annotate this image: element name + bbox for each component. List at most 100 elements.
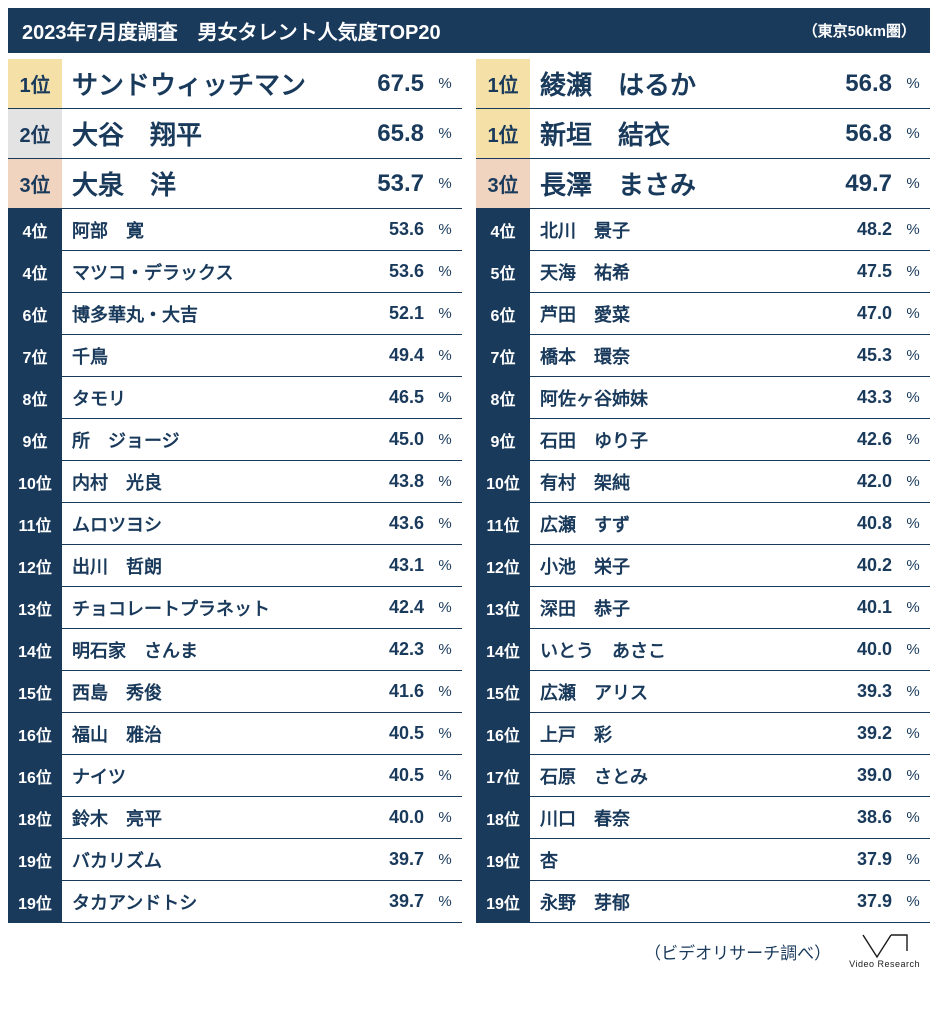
name-cell: 大谷 翔平 [62, 109, 356, 158]
rank-cell: 4位 [8, 209, 62, 250]
name-cell: 博多華丸・大吉 [62, 293, 356, 334]
name-cell: 出川 哲朗 [62, 545, 356, 586]
logo-text: Video Research [849, 959, 920, 969]
unit-cell: % [896, 251, 930, 292]
ranking-row: 8位阿佐ヶ谷姉妹43.3% [476, 377, 930, 419]
rank-cell: 16位 [8, 713, 62, 754]
rank-cell: 18位 [8, 797, 62, 838]
ranking-row: 3位大泉 洋53.7% [8, 159, 462, 209]
score-cell: 40.0 [356, 797, 428, 838]
score-cell: 40.8 [824, 503, 896, 544]
score-cell: 52.1 [356, 293, 428, 334]
ranking-row: 1位綾瀬 はるか56.8% [476, 59, 930, 109]
ranking-columns: 1位サンドウィッチマン67.5%2位大谷 翔平65.8%3位大泉 洋53.7%4… [8, 59, 930, 923]
unit-cell: % [428, 503, 462, 544]
ranking-row: 9位所 ジョージ45.0% [8, 419, 462, 461]
logo-icon [859, 933, 911, 959]
name-cell: 天海 祐希 [530, 251, 824, 292]
name-cell: 大泉 洋 [62, 159, 356, 208]
rank-cell: 9位 [476, 419, 530, 460]
score-cell: 49.4 [356, 335, 428, 376]
unit-cell: % [896, 713, 930, 754]
score-cell: 56.8 [824, 59, 896, 108]
rank-cell: 10位 [8, 461, 62, 502]
ranking-row: 14位明石家 さんま42.3% [8, 629, 462, 671]
score-cell: 43.3 [824, 377, 896, 418]
unit-cell: % [896, 587, 930, 628]
unit-cell: % [428, 671, 462, 712]
rank-cell: 6位 [476, 293, 530, 334]
name-cell: バカリズム [62, 839, 356, 880]
name-cell: 有村 架純 [530, 461, 824, 502]
name-cell: 小池 栄子 [530, 545, 824, 586]
score-cell: 40.1 [824, 587, 896, 628]
rank-cell: 13位 [476, 587, 530, 628]
rank-cell: 13位 [8, 587, 62, 628]
ranking-row: 6位芦田 愛菜47.0% [476, 293, 930, 335]
score-cell: 39.0 [824, 755, 896, 796]
name-cell: 長澤 まさみ [530, 159, 824, 208]
ranking-row: 1位新垣 結衣56.8% [476, 109, 930, 159]
name-cell: 所 ジョージ [62, 419, 356, 460]
unit-cell: % [896, 335, 930, 376]
ranking-row: 7位千鳥49.4% [8, 335, 462, 377]
unit-cell: % [896, 629, 930, 670]
unit-cell: % [428, 377, 462, 418]
unit-cell: % [896, 881, 930, 922]
ranking-row: 16位ナイツ40.5% [8, 755, 462, 797]
name-cell: 阿部 寛 [62, 209, 356, 250]
score-cell: 65.8 [356, 109, 428, 158]
unit-cell: % [428, 839, 462, 880]
ranking-row: 4位マツコ・デラックス53.6% [8, 251, 462, 293]
score-cell: 67.5 [356, 59, 428, 108]
score-cell: 37.9 [824, 881, 896, 922]
name-cell: いとう あさこ [530, 629, 824, 670]
score-cell: 43.8 [356, 461, 428, 502]
unit-cell: % [896, 671, 930, 712]
score-cell: 38.6 [824, 797, 896, 838]
score-cell: 45.3 [824, 335, 896, 376]
score-cell: 39.7 [356, 839, 428, 880]
ranking-row: 19位バカリズム39.7% [8, 839, 462, 881]
name-cell: ムロツヨシ [62, 503, 356, 544]
unit-cell: % [896, 59, 930, 108]
rank-cell: 1位 [8, 59, 62, 108]
unit-cell: % [896, 293, 930, 334]
ranking-row: 1位サンドウィッチマン67.5% [8, 59, 462, 109]
unit-cell: % [896, 209, 930, 250]
rank-cell: 15位 [476, 671, 530, 712]
score-cell: 37.9 [824, 839, 896, 880]
name-cell: 西島 秀俊 [62, 671, 356, 712]
score-cell: 49.7 [824, 159, 896, 208]
name-cell: マツコ・デラックス [62, 251, 356, 292]
name-cell: 石田 ゆり子 [530, 419, 824, 460]
ranking-row: 19位永野 芽郁37.9% [476, 881, 930, 923]
rank-cell: 19位 [8, 881, 62, 922]
name-cell: チョコレートプラネット [62, 587, 356, 628]
ranking-row: 12位小池 栄子40.2% [476, 545, 930, 587]
name-cell: 広瀬 すず [530, 503, 824, 544]
unit-cell: % [428, 545, 462, 586]
score-cell: 42.3 [356, 629, 428, 670]
name-cell: タモリ [62, 377, 356, 418]
unit-cell: % [428, 461, 462, 502]
rank-cell: 4位 [8, 251, 62, 292]
score-cell: 56.8 [824, 109, 896, 158]
unit-cell: % [428, 335, 462, 376]
ranking-row: 13位深田 恭子40.1% [476, 587, 930, 629]
rank-cell: 7位 [8, 335, 62, 376]
ranking-row: 12位出川 哲朗43.1% [8, 545, 462, 587]
ranking-row: 6位博多華丸・大吉52.1% [8, 293, 462, 335]
footer: （ビデオリサーチ調べ） Video Research [8, 933, 930, 969]
ranking-row: 15位西島 秀俊41.6% [8, 671, 462, 713]
unit-cell: % [896, 545, 930, 586]
rank-cell: 3位 [8, 159, 62, 208]
unit-cell: % [896, 159, 930, 208]
score-cell: 43.1 [356, 545, 428, 586]
rank-cell: 6位 [8, 293, 62, 334]
header-subtitle: （東京50km圏） [803, 20, 916, 41]
score-cell: 43.6 [356, 503, 428, 544]
name-cell: ナイツ [62, 755, 356, 796]
rank-cell: 15位 [8, 671, 62, 712]
unit-cell: % [428, 59, 462, 108]
